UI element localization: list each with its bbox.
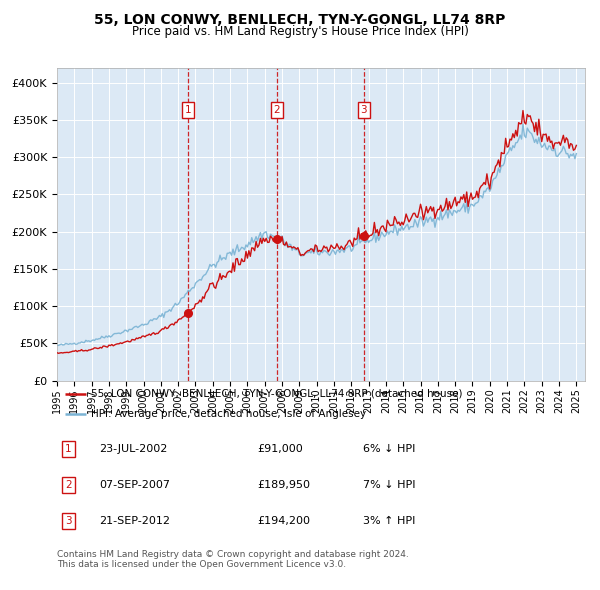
Text: 55, LON CONWY, BENLLECH, TYN-Y-GONGL, LL74 8RP (detached house): 55, LON CONWY, BENLLECH, TYN-Y-GONGL, LL… xyxy=(91,389,463,398)
Text: 23-JUL-2002: 23-JUL-2002 xyxy=(99,444,167,454)
Text: 3: 3 xyxy=(361,105,367,115)
Text: 7% ↓ HPI: 7% ↓ HPI xyxy=(363,480,416,490)
Text: £194,200: £194,200 xyxy=(257,516,311,526)
Text: HPI: Average price, detached house, Isle of Anglesey: HPI: Average price, detached house, Isle… xyxy=(91,409,367,418)
Text: 07-SEP-2007: 07-SEP-2007 xyxy=(99,480,170,490)
Text: £189,950: £189,950 xyxy=(257,480,311,490)
Text: 2: 2 xyxy=(65,480,72,490)
Text: 1: 1 xyxy=(65,444,72,454)
Text: 3: 3 xyxy=(65,516,72,526)
Text: 1: 1 xyxy=(184,105,191,115)
Text: 2: 2 xyxy=(274,105,280,115)
Text: 3% ↑ HPI: 3% ↑ HPI xyxy=(363,516,416,526)
Text: £91,000: £91,000 xyxy=(257,444,304,454)
Text: 55, LON CONWY, BENLLECH, TYN-Y-GONGL, LL74 8RP: 55, LON CONWY, BENLLECH, TYN-Y-GONGL, LL… xyxy=(94,13,506,27)
Text: 6% ↓ HPI: 6% ↓ HPI xyxy=(363,444,416,454)
Text: Contains HM Land Registry data © Crown copyright and database right 2024.
This d: Contains HM Land Registry data © Crown c… xyxy=(57,550,409,569)
Text: Price paid vs. HM Land Registry's House Price Index (HPI): Price paid vs. HM Land Registry's House … xyxy=(131,25,469,38)
Text: 21-SEP-2012: 21-SEP-2012 xyxy=(99,516,170,526)
